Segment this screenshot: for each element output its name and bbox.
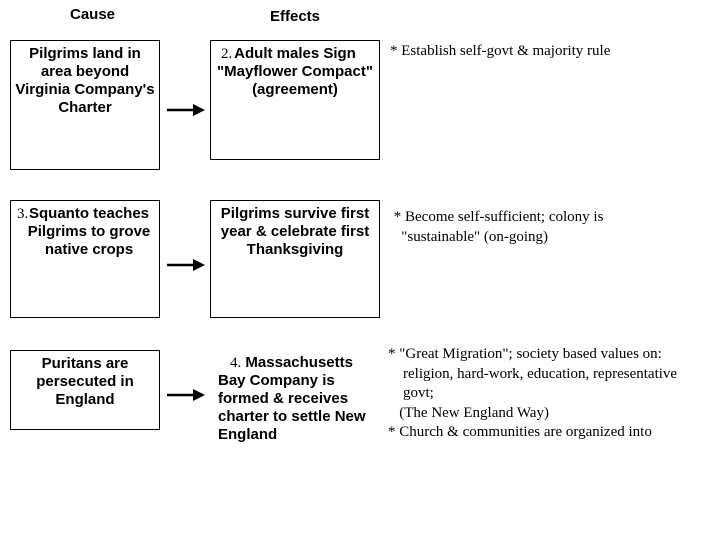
effect-number-3: 4.	[218, 354, 241, 372]
effect-text-3: Massachusetts Bay Company is formed & re…	[218, 354, 366, 443]
effect-number-1: 2.	[221, 45, 232, 63]
cause-text-1: Pilgrims land in area beyond Virginia Co…	[15, 45, 154, 116]
result-text-3: * "Great Migration"; society based value…	[388, 345, 720, 443]
cause-text-3: Puritans are persecuted in England	[36, 355, 134, 408]
cause-box-2: 3. Squanto teaches Pilgrims to grove nat…	[10, 200, 160, 318]
arrow-2	[165, 255, 205, 275]
effects-column-header: Effects	[270, 8, 320, 25]
cause-box-3: Puritans are persecuted in England	[10, 350, 160, 430]
effect-text-1: Adult males Sign "Mayflower Compact" (ag…	[217, 45, 373, 98]
arrow-3	[165, 385, 205, 405]
cause-box-1: Pilgrims land in area beyond Virginia Co…	[10, 40, 160, 170]
result-text-2: * Become self-sufficient; colony is "sus…	[390, 208, 720, 247]
arrow-1	[165, 100, 205, 120]
result-text-1: * Establish self-govt & majority rule	[390, 42, 720, 62]
effect-box-1: 2. Adult males Sign "Mayflower Compact" …	[210, 40, 380, 160]
effect-box-3: 4. Massachusetts Bay Company is formed &…	[210, 350, 380, 520]
effect-box-2: Pilgrims survive first year & celebrate …	[210, 200, 380, 318]
effect-text-2: Pilgrims survive first year & celebrate …	[221, 205, 369, 258]
cause-number-2: 3.	[17, 205, 28, 223]
cause-column-header: Cause	[70, 6, 115, 23]
cause-text-2: Squanto teaches Pilgrims to grove native…	[13, 205, 157, 259]
